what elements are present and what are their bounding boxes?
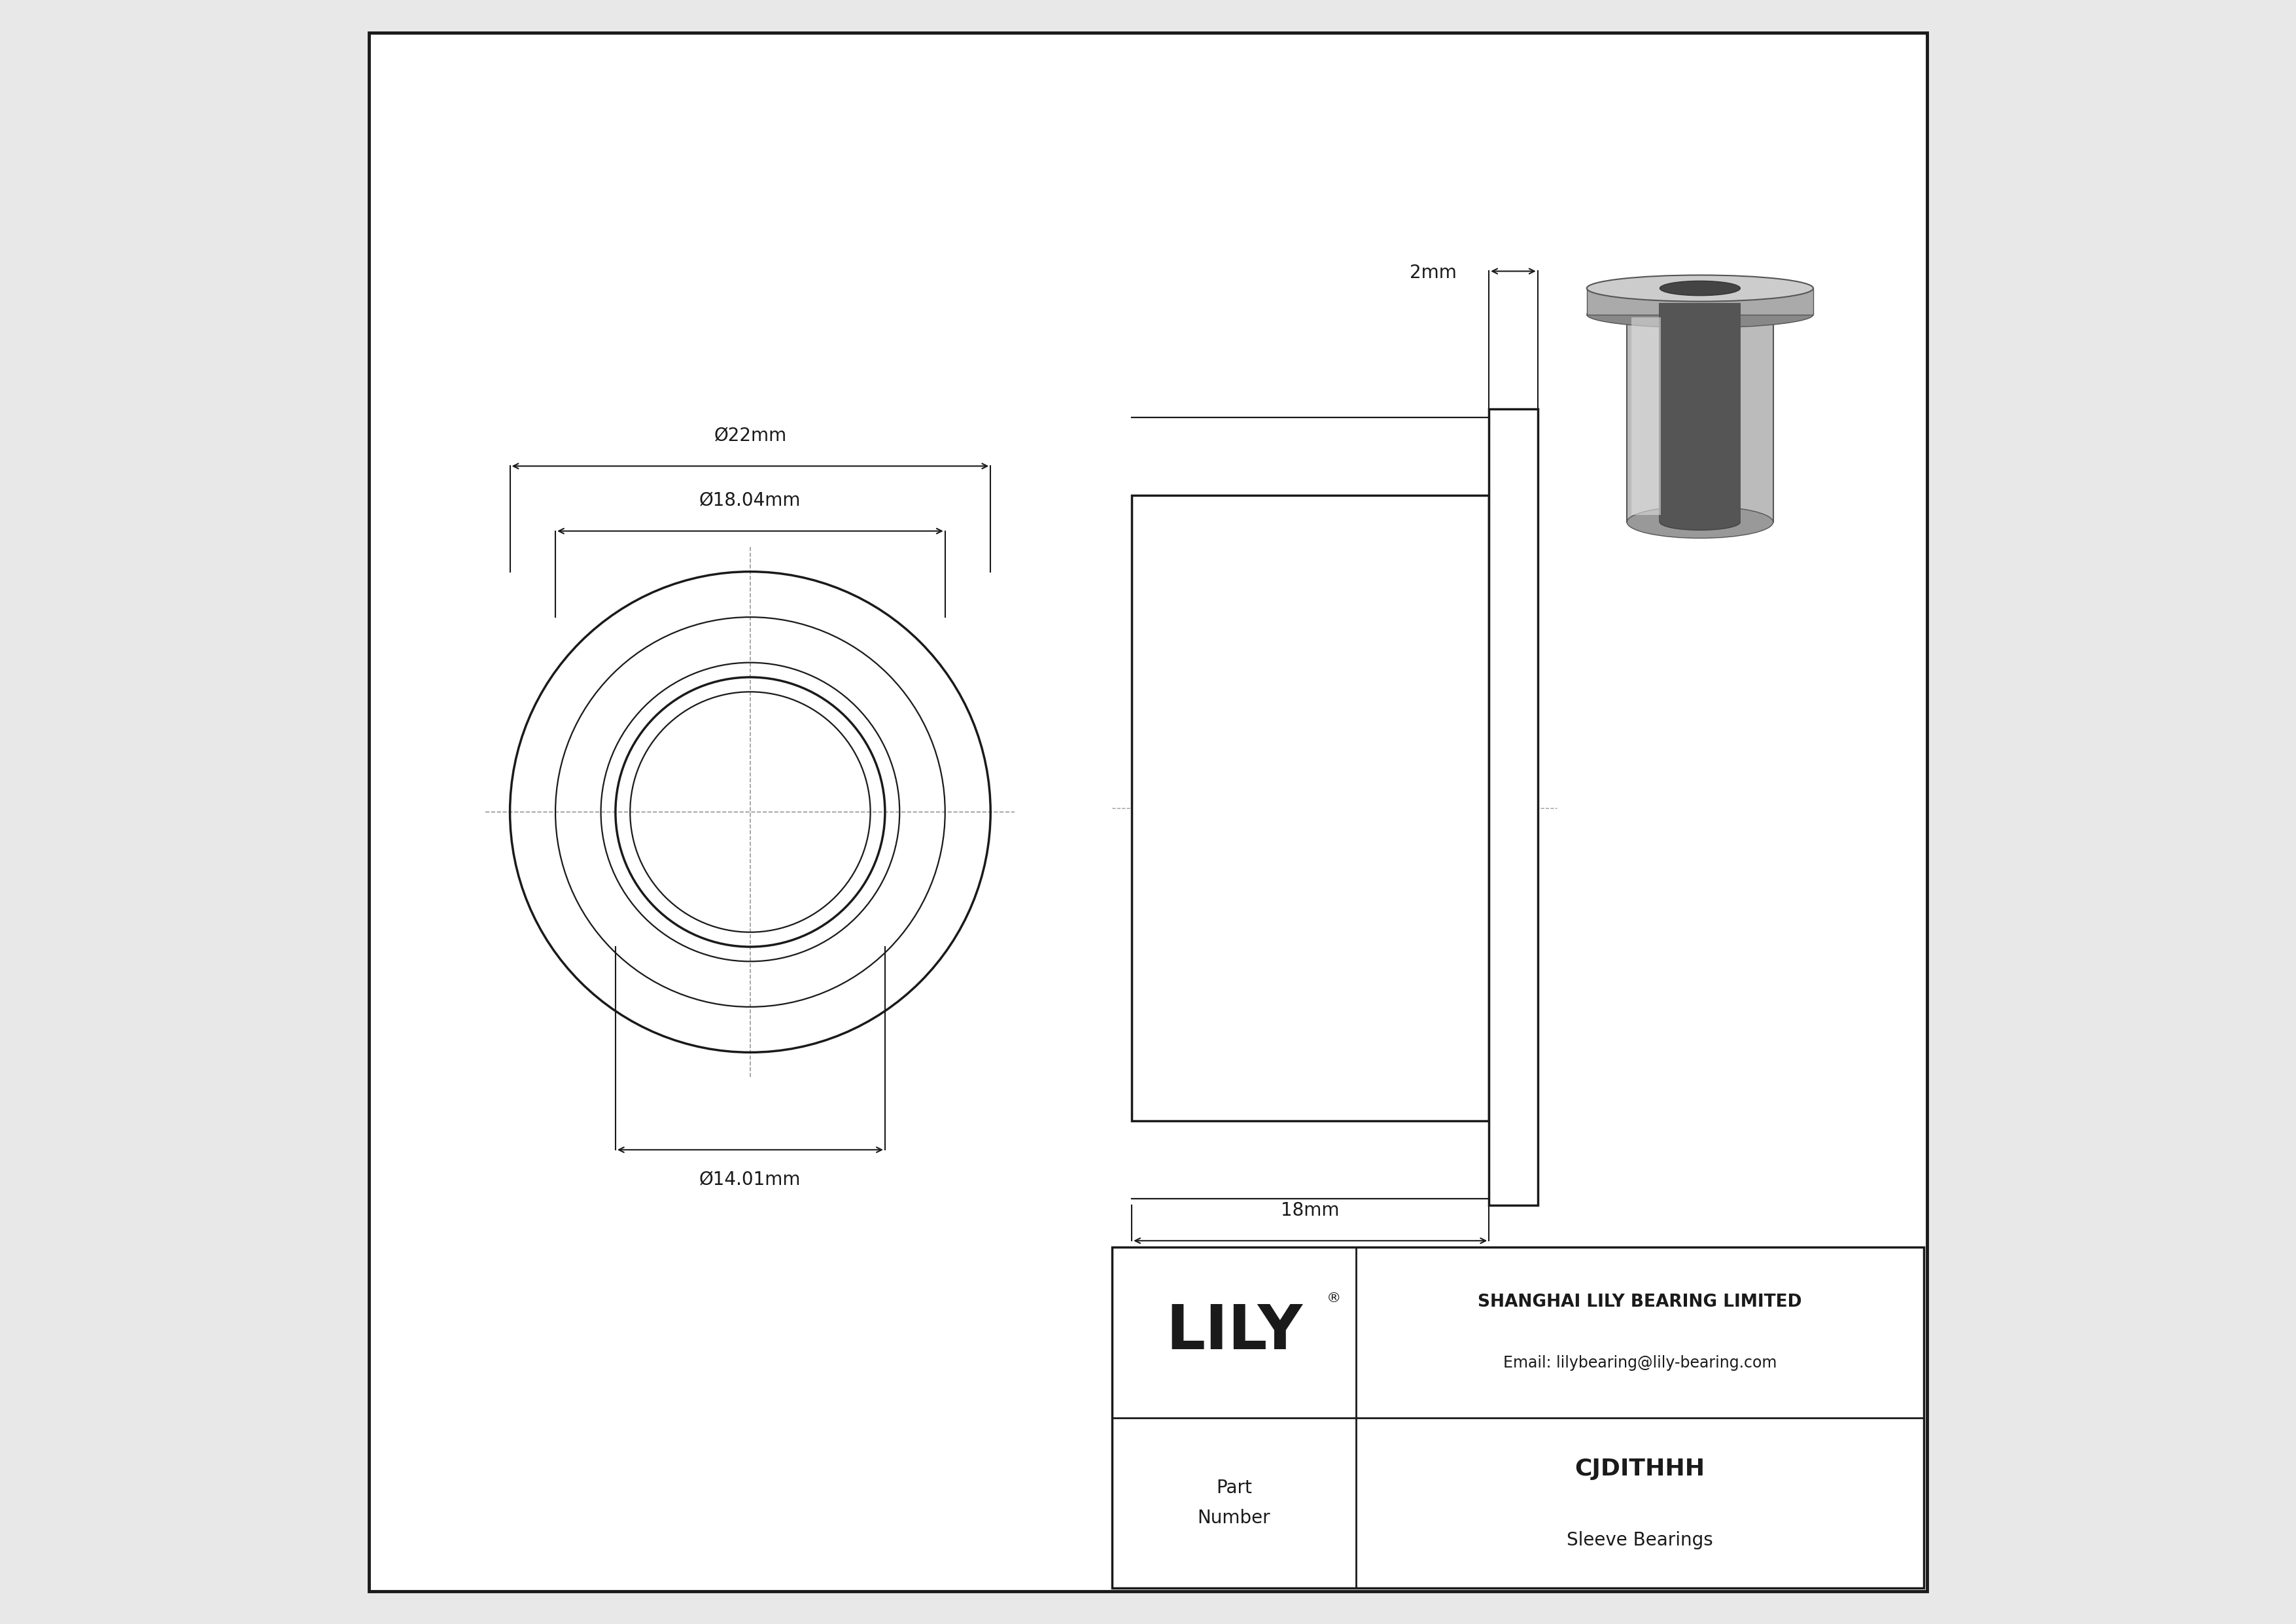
Text: Ø22mm: Ø22mm <box>714 427 788 445</box>
Bar <box>1587 289 1814 315</box>
Bar <box>1628 318 1773 521</box>
Text: CJDITHHH: CJDITHHH <box>1575 1458 1706 1479</box>
Polygon shape <box>1766 305 1773 521</box>
Ellipse shape <box>1587 302 1814 328</box>
Bar <box>1632 318 1660 515</box>
Text: ®: ® <box>1327 1291 1341 1306</box>
Text: 2mm: 2mm <box>1410 263 1456 283</box>
Text: SHANGHAI LILY BEARING LIMITED: SHANGHAI LILY BEARING LIMITED <box>1479 1293 1802 1311</box>
Text: 18mm: 18mm <box>1281 1202 1339 1220</box>
Ellipse shape <box>1660 515 1740 529</box>
Text: Sleeve Bearings: Sleeve Bearings <box>1566 1531 1713 1549</box>
Text: Part
Number: Part Number <box>1199 1479 1270 1527</box>
Text: LILY: LILY <box>1166 1302 1302 1363</box>
Text: Ø18.04mm: Ø18.04mm <box>700 492 801 510</box>
Polygon shape <box>1628 305 1635 521</box>
Text: Ø14.01mm: Ø14.01mm <box>700 1171 801 1189</box>
Bar <box>1660 302 1740 521</box>
Ellipse shape <box>1660 281 1740 296</box>
Text: Email: lilybearing@lily-bearing.com: Email: lilybearing@lily-bearing.com <box>1504 1356 1777 1371</box>
Ellipse shape <box>1628 507 1773 538</box>
Ellipse shape <box>1587 274 1814 302</box>
Bar <box>1488 409 1538 1205</box>
Bar <box>1132 495 1488 1121</box>
Bar <box>1111 1247 1924 1588</box>
